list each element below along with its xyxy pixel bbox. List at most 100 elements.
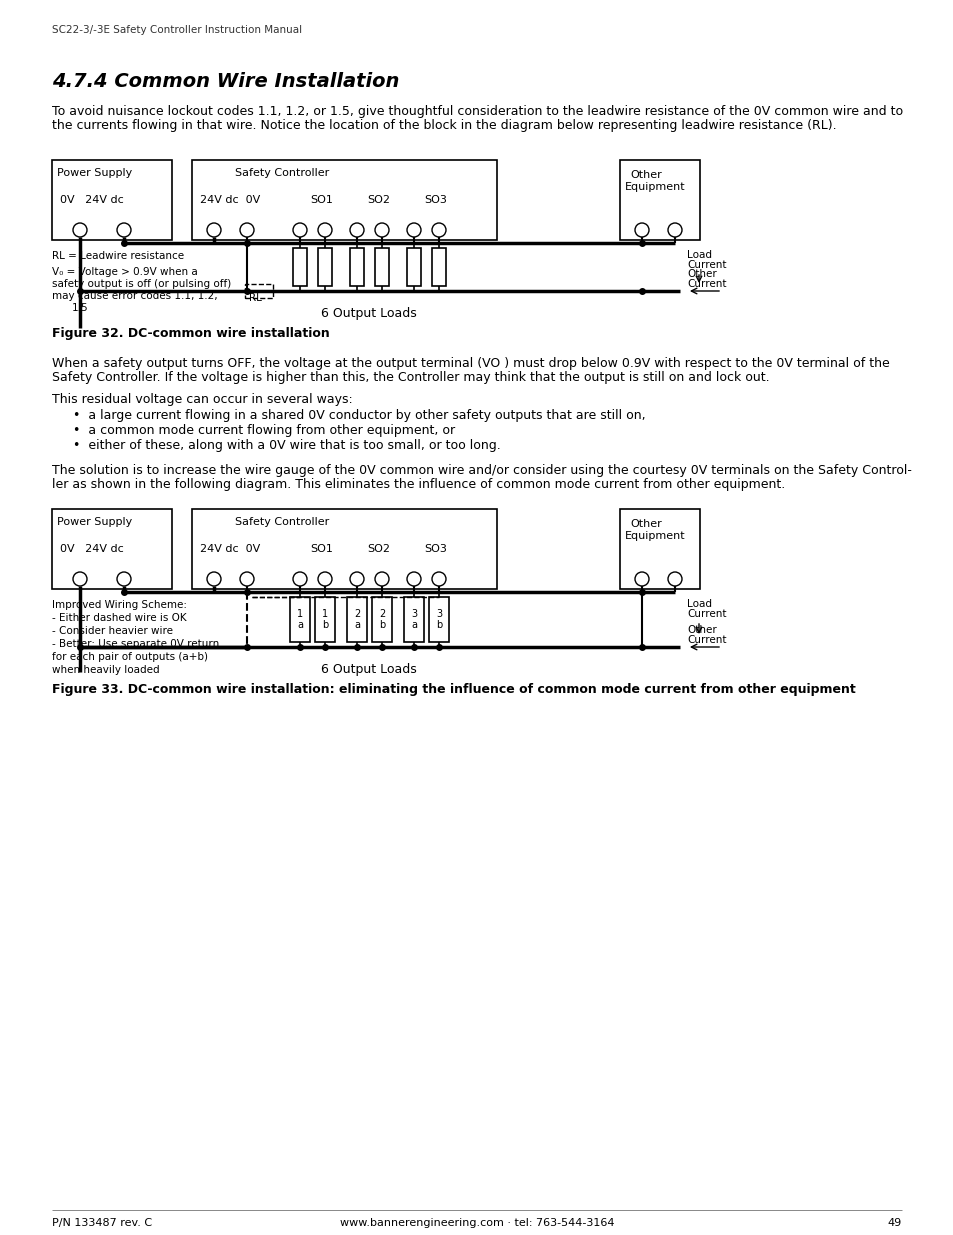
Circle shape — [375, 224, 389, 237]
Bar — [619, 161, 700, 240]
Text: safety output is off (or pulsing off): safety output is off (or pulsing off) — [52, 279, 231, 289]
Text: 24V dc  0V: 24V dc 0V — [200, 195, 260, 205]
Text: 6 Output Loads: 6 Output Loads — [321, 663, 416, 676]
Text: 0V   24V dc: 0V 24V dc — [60, 195, 124, 205]
Text: SO1: SO1 — [310, 543, 333, 555]
Text: 0V   24V dc: 0V 24V dc — [60, 543, 124, 555]
Bar — [317, 248, 332, 287]
Text: b: b — [378, 620, 385, 630]
Bar — [52, 509, 172, 589]
Text: Load: Load — [686, 599, 711, 609]
Text: •  a large current flowing in a shared 0V conductor by other safety outputs that: • a large current flowing in a shared 0V… — [65, 409, 645, 422]
Bar — [290, 597, 310, 642]
Circle shape — [293, 224, 307, 237]
Text: a: a — [354, 620, 359, 630]
Text: www.bannerengineering.com · tel: 763-544-3164: www.bannerengineering.com · tel: 763-544… — [339, 1218, 614, 1228]
Text: - Consider heavier wire: - Consider heavier wire — [52, 626, 172, 636]
Text: Load: Load — [686, 249, 711, 261]
Circle shape — [73, 572, 87, 585]
Text: Other: Other — [629, 519, 661, 529]
Circle shape — [317, 572, 332, 585]
Text: SO2: SO2 — [367, 195, 390, 205]
Circle shape — [207, 572, 221, 585]
Circle shape — [432, 224, 446, 237]
Circle shape — [207, 224, 221, 237]
Text: 1: 1 — [321, 609, 328, 619]
Text: 49: 49 — [887, 1218, 901, 1228]
Text: when heavily loaded: when heavily loaded — [52, 664, 159, 676]
Bar — [403, 597, 423, 642]
Bar — [432, 248, 446, 287]
Text: for each pair of outputs (a+b): for each pair of outputs (a+b) — [52, 652, 208, 662]
Text: SO3: SO3 — [423, 543, 446, 555]
Text: SC22-3/-3E Safety Controller Instruction Manual: SC22-3/-3E Safety Controller Instruction… — [52, 25, 302, 35]
Text: - Better: Use separate 0V return: - Better: Use separate 0V return — [52, 638, 219, 650]
Text: ler as shown in the following diagram. This eliminates the influence of common m: ler as shown in the following diagram. T… — [52, 478, 784, 492]
Text: 2: 2 — [378, 609, 385, 619]
Text: When a safety output turns OFF, the voltage at the output terminal (VO ) must dr: When a safety output turns OFF, the volt… — [52, 357, 889, 370]
Text: Other: Other — [629, 170, 661, 180]
Circle shape — [350, 224, 364, 237]
Circle shape — [240, 572, 253, 585]
Text: This residual voltage can occur in several ways:: This residual voltage can occur in sever… — [52, 393, 353, 406]
Text: may cause error codes 1.1, 1.2,: may cause error codes 1.1, 1.2, — [52, 291, 217, 301]
Text: SO3: SO3 — [423, 195, 446, 205]
Bar — [314, 597, 335, 642]
Circle shape — [407, 572, 420, 585]
Text: 6 Output Loads: 6 Output Loads — [321, 308, 416, 320]
Bar — [347, 597, 367, 642]
Circle shape — [407, 224, 420, 237]
Text: Figure 32. DC-common wire installation: Figure 32. DC-common wire installation — [52, 327, 330, 340]
Text: •  a common mode current flowing from other equipment, or: • a common mode current flowing from oth… — [65, 424, 455, 437]
Text: Other: Other — [686, 269, 716, 279]
Circle shape — [293, 572, 307, 585]
Text: a: a — [296, 620, 303, 630]
Bar — [192, 509, 497, 589]
Text: SO2: SO2 — [367, 543, 390, 555]
Text: 4.7.4 Common Wire Installation: 4.7.4 Common Wire Installation — [52, 72, 399, 91]
Circle shape — [667, 224, 681, 237]
Text: the currents flowing in that wire. Notice the location of the block in the diagr: the currents flowing in that wire. Notic… — [52, 119, 836, 132]
Text: 1: 1 — [296, 609, 303, 619]
Circle shape — [240, 224, 253, 237]
Text: b: b — [436, 620, 441, 630]
Text: Other: Other — [686, 625, 716, 635]
Bar — [52, 161, 172, 240]
Bar — [192, 161, 497, 240]
Text: Current: Current — [686, 635, 726, 645]
Text: Current: Current — [686, 279, 726, 289]
Text: Safety Controller: Safety Controller — [234, 517, 329, 527]
Text: 24V dc  0V: 24V dc 0V — [200, 543, 260, 555]
Text: a: a — [411, 620, 416, 630]
Bar — [245, 284, 273, 298]
Text: 1.5: 1.5 — [71, 303, 89, 312]
Text: 2: 2 — [354, 609, 359, 619]
Text: RL = Leadwire resistance: RL = Leadwire resistance — [52, 251, 184, 261]
Circle shape — [117, 572, 131, 585]
Circle shape — [635, 572, 648, 585]
Circle shape — [117, 224, 131, 237]
Circle shape — [667, 572, 681, 585]
Text: Power Supply: Power Supply — [57, 517, 132, 527]
Text: Safety Controller: Safety Controller — [234, 168, 329, 178]
Text: To avoid nuisance lockout codes 1.1, 1.2, or 1.5, give thoughtful consideration : To avoid nuisance lockout codes 1.1, 1.2… — [52, 105, 902, 119]
Circle shape — [73, 224, 87, 237]
Text: Current: Current — [686, 261, 726, 270]
Text: SO1: SO1 — [310, 195, 333, 205]
Bar — [350, 248, 364, 287]
Bar — [372, 597, 392, 642]
Text: Current: Current — [686, 609, 726, 619]
Text: 3: 3 — [436, 609, 441, 619]
Circle shape — [375, 572, 389, 585]
Text: The solution is to increase the wire gauge of the 0V common wire and/or consider: The solution is to increase the wire gau… — [52, 464, 911, 477]
Text: •  either of these, along with a 0V wire that is too small, or too long.: • either of these, along with a 0V wire … — [65, 438, 500, 452]
Text: P/N 133487 rev. C: P/N 133487 rev. C — [52, 1218, 152, 1228]
Text: Power Supply: Power Supply — [57, 168, 132, 178]
Text: 3: 3 — [411, 609, 416, 619]
Bar — [407, 248, 420, 287]
Text: RL: RL — [249, 293, 262, 303]
Circle shape — [350, 572, 364, 585]
Circle shape — [635, 224, 648, 237]
Bar — [375, 248, 389, 287]
Circle shape — [317, 224, 332, 237]
